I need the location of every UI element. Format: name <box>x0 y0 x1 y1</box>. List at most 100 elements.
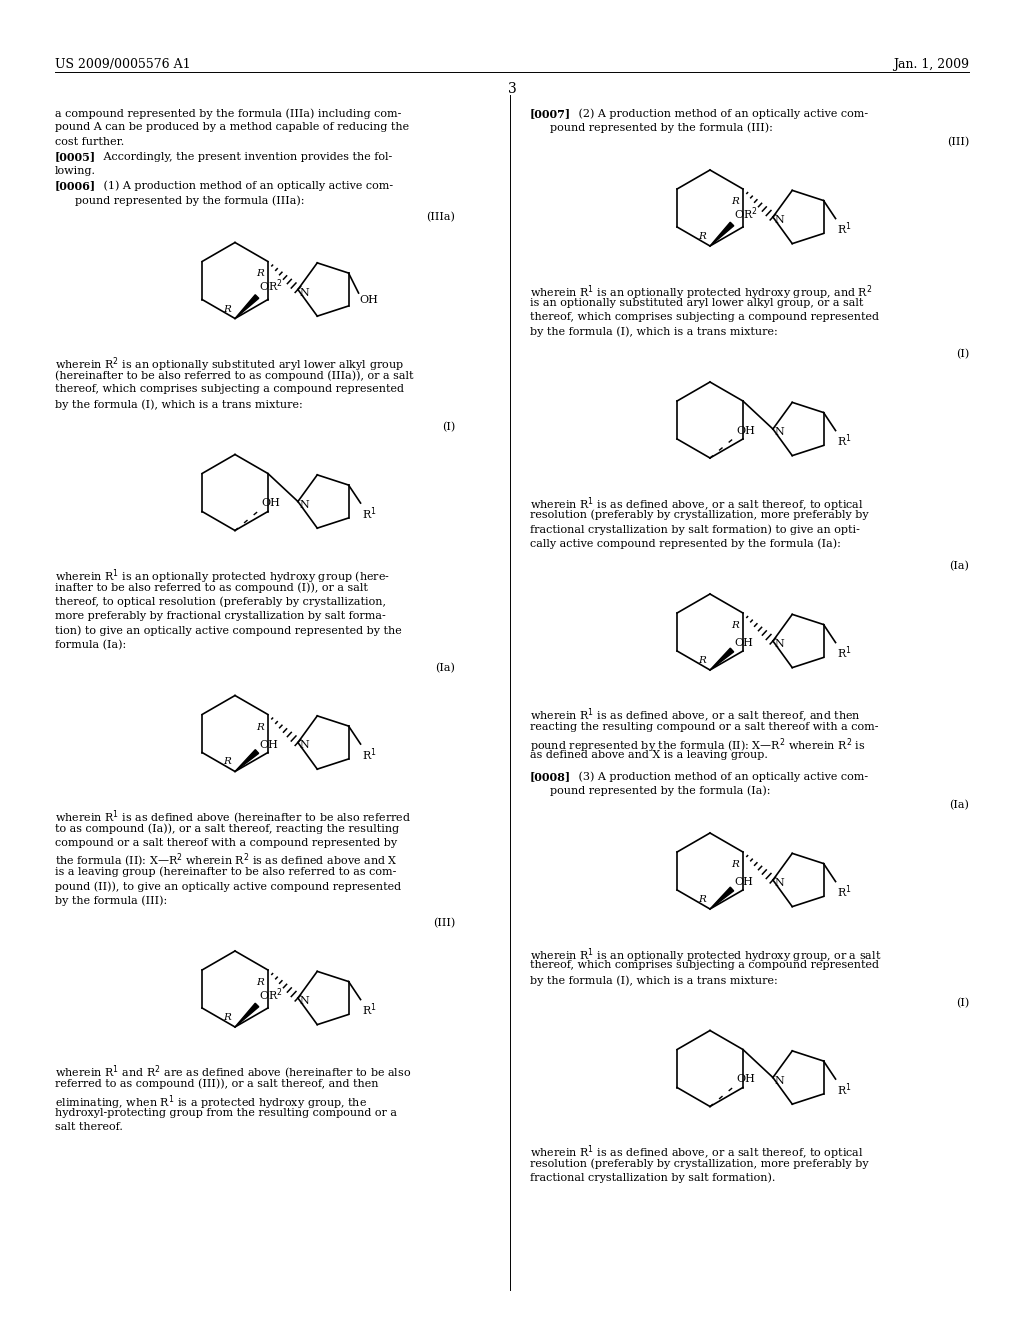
Text: R$^1$: R$^1$ <box>837 644 851 661</box>
Text: [0005]: [0005] <box>55 152 96 162</box>
Text: [0007]: [0007] <box>530 108 571 119</box>
Text: by the formula (I), which is a trans mixture:: by the formula (I), which is a trans mix… <box>530 326 778 337</box>
Polygon shape <box>710 222 734 246</box>
Text: (I): (I) <box>955 998 969 1007</box>
Text: N: N <box>775 878 784 888</box>
Text: N: N <box>300 499 309 510</box>
Text: OR$^2$: OR$^2$ <box>259 279 283 294</box>
Text: cally active compound represented by the formula (Ia):: cally active compound represented by the… <box>530 539 841 549</box>
Text: thereof, which comprises subjecting a compound represented: thereof, which comprises subjecting a co… <box>55 384 404 395</box>
Text: 3: 3 <box>508 82 516 96</box>
Text: N: N <box>300 997 309 1006</box>
Text: OH: OH <box>359 296 379 305</box>
Text: (3) A production method of an optically active com-: (3) A production method of an optically … <box>568 771 868 781</box>
Text: OH: OH <box>734 876 753 887</box>
Text: wherein R$^1$ and R$^2$ are as defined above (hereinafter to be also: wherein R$^1$ and R$^2$ are as defined a… <box>55 1064 412 1082</box>
Text: pound represented by the formula (IIIa):: pound represented by the formula (IIIa): <box>75 195 304 206</box>
Text: thereof, which comprises subjecting a compound represented: thereof, which comprises subjecting a co… <box>530 312 879 322</box>
Text: salt thereof.: salt thereof. <box>55 1122 123 1133</box>
Text: wherein R$^1$ is an optionally protected hydroxy group, and R$^2$: wherein R$^1$ is an optionally protected… <box>530 282 872 301</box>
Text: R$^1$: R$^1$ <box>837 883 851 900</box>
Polygon shape <box>234 294 259 318</box>
Polygon shape <box>234 1003 259 1027</box>
Text: N: N <box>775 639 784 649</box>
Text: is a leaving group (hereinafter to be also referred to as com-: is a leaving group (hereinafter to be al… <box>55 866 396 876</box>
Text: Accordingly, the present invention provides the fol-: Accordingly, the present invention provi… <box>93 152 392 161</box>
Text: pound A can be produced by a method capable of reducing the: pound A can be produced by a method capa… <box>55 123 410 132</box>
Text: R$^1$: R$^1$ <box>837 1081 851 1098</box>
Text: OH: OH <box>261 499 280 508</box>
Text: as defined above and X is a leaving group.: as defined above and X is a leaving grou… <box>530 751 768 760</box>
Text: (1) A production method of an optically active com-: (1) A production method of an optically … <box>93 181 393 191</box>
Text: to as compound (Ia)), or a salt thereof, reacting the resulting: to as compound (Ia)), or a salt thereof,… <box>55 822 399 833</box>
Text: [0006]: [0006] <box>55 181 96 191</box>
Text: N: N <box>775 426 784 437</box>
Text: R: R <box>698 895 706 904</box>
Text: (Ia): (Ia) <box>949 800 969 810</box>
Text: R: R <box>256 269 264 279</box>
Text: by the formula (I), which is a trans mixture:: by the formula (I), which is a trans mix… <box>530 975 778 986</box>
Text: a compound represented by the formula (IIIa) including com-: a compound represented by the formula (I… <box>55 108 401 119</box>
Text: R: R <box>256 978 264 987</box>
Text: OH: OH <box>736 426 755 436</box>
Text: R: R <box>223 305 231 314</box>
Text: compound or a salt thereof with a compound represented by: compound or a salt thereof with a compou… <box>55 837 397 847</box>
Text: R: R <box>698 232 706 242</box>
Text: cost further.: cost further. <box>55 137 124 147</box>
Polygon shape <box>710 648 733 671</box>
Text: OR$^2$: OR$^2$ <box>259 986 283 1003</box>
Text: R: R <box>698 656 706 665</box>
Text: US 2009/0005576 A1: US 2009/0005576 A1 <box>55 58 190 71</box>
Text: N: N <box>775 215 784 224</box>
Text: R: R <box>256 722 264 731</box>
Text: resolution (preferably by crystallization, more preferably by: resolution (preferably by crystallizatio… <box>530 510 868 520</box>
Text: Jan. 1, 2009: Jan. 1, 2009 <box>893 58 969 71</box>
Text: wherein R$^1$ is as defined above, or a salt thereof, to optical: wherein R$^1$ is as defined above, or a … <box>530 495 864 513</box>
Text: pound represented by the formula (III):: pound represented by the formula (III): <box>550 123 773 133</box>
Text: fractional crystallization by salt formation).: fractional crystallization by salt forma… <box>530 1172 775 1183</box>
Text: R$^1$: R$^1$ <box>837 433 851 449</box>
Text: OH: OH <box>259 739 278 750</box>
Text: R$^1$: R$^1$ <box>837 220 851 238</box>
Text: hydroxyl-protecting group from the resulting compound or a: hydroxyl-protecting group from the resul… <box>55 1107 397 1118</box>
Text: (I): (I) <box>955 348 969 359</box>
Text: (III): (III) <box>947 137 969 148</box>
Polygon shape <box>234 750 259 771</box>
Text: OR$^2$: OR$^2$ <box>734 206 758 222</box>
Text: thereof, to optical resolution (preferably by crystallization,: thereof, to optical resolution (preferab… <box>55 597 386 607</box>
Text: wherein R$^1$ is an optionally protected hydroxy group, or a salt: wherein R$^1$ is an optionally protected… <box>530 946 882 965</box>
Text: by the formula (III):: by the formula (III): <box>55 895 167 906</box>
Text: resolution (preferably by crystallization, more preferably by: resolution (preferably by crystallizatio… <box>530 1158 868 1168</box>
Text: OH: OH <box>736 1074 755 1085</box>
Text: R$^1$: R$^1$ <box>361 506 376 521</box>
Text: (I): (I) <box>441 421 455 432</box>
Text: OH: OH <box>734 638 753 648</box>
Text: formula (Ia):: formula (Ia): <box>55 640 126 651</box>
Text: more preferably by fractional crystallization by salt forma-: more preferably by fractional crystalliz… <box>55 611 386 620</box>
Polygon shape <box>710 887 733 909</box>
Text: (IIIa): (IIIa) <box>426 211 455 222</box>
Text: the formula (II): X—R$^2$ wherein R$^2$ is as defined above and X: the formula (II): X—R$^2$ wherein R$^2$ … <box>55 851 397 870</box>
Text: R: R <box>731 620 739 630</box>
Text: referred to as compound (III)), or a salt thereof, and then: referred to as compound (III)), or a sal… <box>55 1078 379 1089</box>
Text: tion) to give an optically active compound represented by the: tion) to give an optically active compou… <box>55 626 401 636</box>
Text: (2) A production method of an optically active com-: (2) A production method of an optically … <box>568 108 868 119</box>
Text: (Ia): (Ia) <box>435 663 455 673</box>
Text: R: R <box>731 861 739 869</box>
Text: pound represented by the formula (Ia):: pound represented by the formula (Ia): <box>550 785 770 796</box>
Text: by the formula (I), which is a trans mixture:: by the formula (I), which is a trans mix… <box>55 399 303 409</box>
Text: eliminating, when R$^1$ is a protected hydroxy group, the: eliminating, when R$^1$ is a protected h… <box>55 1093 367 1111</box>
Text: [0008]: [0008] <box>530 771 571 781</box>
Text: (Ia): (Ia) <box>949 561 969 572</box>
Text: N: N <box>300 288 309 297</box>
Text: (III): (III) <box>433 917 455 928</box>
Text: pound represented by the formula (II): X—R$^2$ wherein R$^2$ is: pound represented by the formula (II): X… <box>530 737 865 755</box>
Text: wherein R$^2$ is an optionally substituted aryl lower alkyl group: wherein R$^2$ is an optionally substitut… <box>55 355 403 374</box>
Text: R$^1$: R$^1$ <box>361 746 376 763</box>
Text: inafter to be also referred to as compound (I)), or a salt: inafter to be also referred to as compou… <box>55 582 368 593</box>
Text: N: N <box>775 1076 784 1085</box>
Text: pound (II)), to give an optically active compound represented: pound (II)), to give an optically active… <box>55 880 401 891</box>
Text: R$^1$: R$^1$ <box>361 1002 376 1018</box>
Text: R: R <box>223 758 231 767</box>
Text: reacting the resulting compound or a salt thereof with a com-: reacting the resulting compound or a sal… <box>530 722 879 731</box>
